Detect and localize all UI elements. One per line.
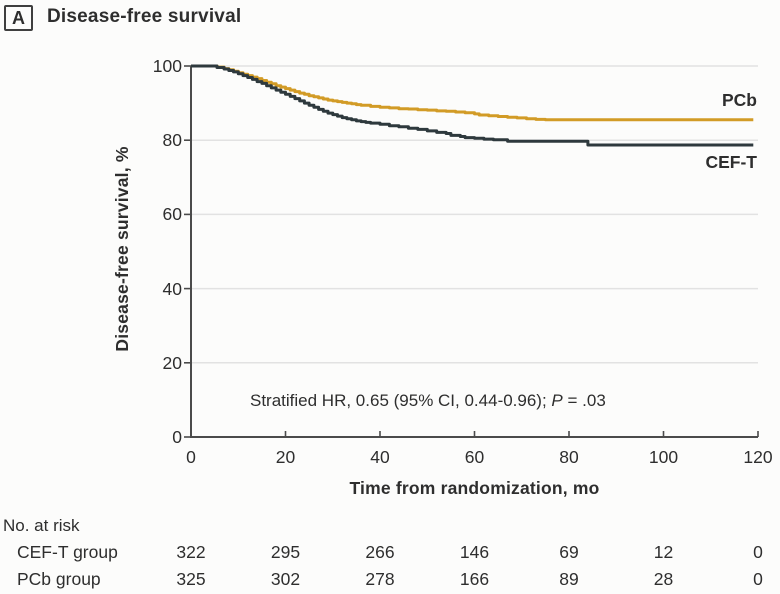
- risk-value: 266: [365, 542, 395, 562]
- y-tick-label: 80: [162, 130, 182, 151]
- axes: [184, 65, 759, 438]
- panel-label: A: [12, 7, 25, 28]
- hr-annotation-p: P: [551, 391, 563, 410]
- y-tick-label: 60: [162, 204, 182, 225]
- risk-table-header: No. at risk: [3, 516, 80, 535]
- risk-row-label-pcb: PCb group: [17, 569, 101, 589]
- risk-value: 278: [365, 569, 395, 589]
- hazard-ratio-annotation: Stratified HR, 0.65 (95% CI, 0.44-0.96);…: [250, 391, 606, 411]
- x-tick-label: 20: [275, 447, 296, 467]
- panel-label-box: A: [4, 5, 33, 31]
- risk-value: 295: [270, 542, 301, 562]
- risk-value: 28: [653, 569, 674, 589]
- risk-value: 166: [459, 569, 490, 589]
- hr-annotation-suffix: = .03: [562, 391, 606, 410]
- y-tick-label: 0: [172, 427, 182, 447]
- risk-value: 322: [176, 542, 206, 562]
- y-tick-label: 40: [162, 278, 182, 299]
- risk-value: 146: [459, 542, 490, 562]
- x-tick-label: 80: [559, 447, 579, 467]
- x-tick-label: 0: [186, 447, 196, 467]
- risk-row-label-ceft: CEF-T group: [17, 542, 118, 562]
- risk-value: 0: [753, 569, 763, 589]
- x-tick-label: 40: [370, 447, 390, 467]
- x-tick-label: 60: [464, 447, 485, 467]
- y-tick-label: 20: [162, 352, 182, 373]
- gridlines: [191, 65, 758, 364]
- survival-curve-cef-t: [191, 64, 754, 147]
- risk-value: 325: [176, 569, 206, 589]
- risk-value: 89: [559, 569, 579, 589]
- risk-value: 69: [559, 542, 579, 562]
- risk-value: 0: [753, 542, 763, 562]
- x-axis-title: Time from randomization, mo: [349, 478, 600, 498]
- curve-label-pcb: PCb: [722, 90, 757, 110]
- figure-title: Disease-free survival: [47, 6, 242, 27]
- curve-label-ceft: CEF-T: [705, 152, 757, 172]
- risk-value: 12: [653, 542, 674, 562]
- x-tick-label: 100: [648, 447, 679, 467]
- hr-annotation-prefix: Stratified HR, 0.65 (95% CI, 0.44-0.96);: [250, 391, 552, 410]
- survival-curve-pcb: [191, 64, 754, 122]
- risk-value: 302: [270, 569, 301, 589]
- y-axis-title: Disease-free survival, %: [112, 146, 132, 352]
- y-tick-label: 100: [152, 56, 182, 76]
- x-tick-label: 120: [743, 447, 773, 467]
- survival-curves: [191, 64, 754, 147]
